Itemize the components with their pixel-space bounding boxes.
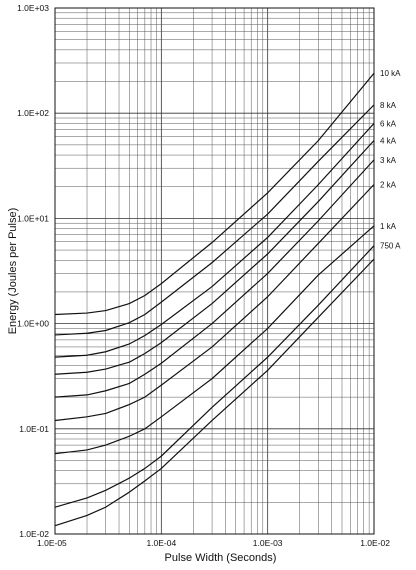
y-tick-label: 1.0E-02 (19, 529, 49, 539)
series-layer (54, 72, 375, 527)
series-label-7: 1 kA (380, 222, 397, 231)
series-line-3 (54, 122, 375, 358)
x-axis-title: Pulse Width (Seconds) (165, 552, 277, 564)
plot-frame (54, 7, 375, 535)
series-line-5 (54, 159, 375, 398)
series-line-6 (54, 184, 375, 422)
series-label-2: 8 kA (380, 101, 397, 110)
series-line-7 (54, 225, 375, 455)
series-label-3: 6 kA (380, 119, 397, 128)
series-label-1: 10 kA (380, 69, 401, 78)
series-line-2 (54, 104, 375, 336)
y-tick-label: 1.0E-01 (19, 424, 49, 434)
series-label-4: 4 kA (380, 137, 397, 146)
x-tick-label: 1.0E-03 (253, 538, 283, 548)
x-tick-label: 1.0E-04 (146, 538, 176, 548)
grid-layer (54, 7, 375, 535)
series-label-5: 3 kA (380, 156, 397, 165)
tick-label-layer: 1.0E-05 1.0E-04 1.0E-03 1.0E-02 1.0E+03 1.0E+… (17, 3, 390, 548)
y-tick-label: 1.0E+00 (17, 319, 49, 329)
series-label-6: 2 kA (380, 181, 397, 190)
y-axis-title: Energy (Joules per Pulse) (7, 208, 19, 335)
x-tick-label: 1.0E-05 (37, 538, 67, 548)
y-tick-label: 1.0E+02 (17, 108, 49, 118)
series-line-1 (54, 72, 375, 316)
series-label-layer: 10 kA 8 kA 6 kA 4 kA 3 kA 2 kA 1 kA 750 A (380, 69, 401, 251)
y-tick-label: 1.0E+03 (17, 3, 49, 13)
y-tick-label: 1.0E+01 (17, 213, 49, 223)
series-line-4 (54, 140, 375, 375)
series-line-8 (54, 245, 375, 508)
series-line-9 (54, 258, 375, 527)
x-tick-label: 1.0E-02 (360, 538, 390, 548)
series-label-8: 750 A (380, 242, 401, 251)
